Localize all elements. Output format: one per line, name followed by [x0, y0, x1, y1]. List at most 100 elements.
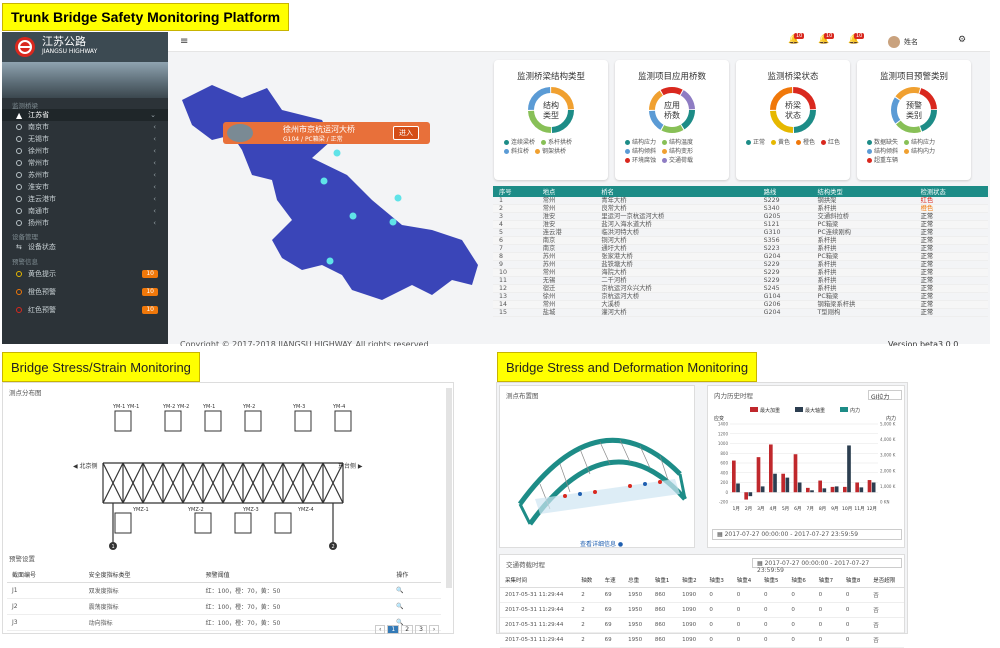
- table-row[interactable]: 6 南京 铜河大桥 S356 系杆拱 正常: [493, 236, 988, 246]
- sidebar-item-city[interactable]: 常州市 ‹: [2, 157, 168, 169]
- table-row[interactable]: 13 徐州 京杭运河大桥 G104 PC箱梁 正常: [493, 292, 988, 302]
- table-cell: 0: [840, 602, 869, 618]
- sidebar-item-city[interactable]: 苏州市 ‹: [2, 169, 168, 181]
- section-box[interactable]: [114, 512, 132, 534]
- stat-card[interactable]: 监测项目应用桥数 应用 桥数 结构应力 结构温度 结构倾斜 结构变形 环境腐蚀 交通荷载: [615, 60, 729, 180]
- search-icon[interactable]: 🔍: [391, 614, 441, 631]
- column-header[interactable]: 地点: [536, 186, 596, 197]
- column-header[interactable]: 检测状态: [914, 186, 988, 197]
- bell-icon[interactable]: 🔔 10: [788, 33, 805, 45]
- steering-logo-icon: [15, 37, 35, 57]
- sidebar-item-alarm[interactable]: 橙色预警 10: [2, 283, 168, 301]
- stat-card[interactable]: 监测项目预警类别 预警 类别 数据缺失 结构应力 结构倾斜 结构内力 超重车辆: [857, 60, 971, 180]
- detail-link[interactable]: 查看详细信息 ●: [580, 541, 624, 548]
- column-header[interactable]: 结构类型: [811, 186, 915, 197]
- column-header[interactable]: 桥名: [595, 186, 758, 197]
- section-box[interactable]: [234, 512, 252, 534]
- bell-icon[interactable]: 🔔 10: [818, 33, 835, 45]
- warning-settings: 预警设置 截面编号 安全度指标类型 预警阈值 操作 J1 双发度指标 红：100，橙：70…: [7, 549, 441, 631]
- bar: [748, 492, 753, 497]
- table-row[interactable]: 8 苏州 张家港大桥 G204 PC箱梁 正常: [493, 252, 988, 262]
- section-box[interactable]: [164, 410, 182, 432]
- table-row[interactable]: 5 连云港 临洪河特大桥 G310 PC连续刚构 正常: [493, 228, 988, 238]
- page-button[interactable]: ‹: [375, 625, 386, 634]
- monitor-point[interactable]: [333, 149, 341, 157]
- date-range-input[interactable]: ▦ 2017-07-27 00:00:00 - 2017-07-27 23:59…: [712, 529, 902, 540]
- monitor-point[interactable]: [394, 194, 402, 202]
- sidebar-item-city[interactable]: 南京市 ‹: [2, 121, 168, 133]
- jiangsu-map[interactable]: [172, 80, 488, 310]
- bar: [822, 488, 827, 493]
- table-row[interactable]: 15 盐城 灌河大桥 G204 T型刚构 正常: [493, 308, 988, 318]
- page-button[interactable]: 3: [415, 625, 427, 634]
- legend-dot: [662, 140, 668, 145]
- sidebar-item-alarm[interactable]: 红色预警 10: [2, 301, 168, 319]
- enter-button[interactable]: 进入: [393, 126, 419, 140]
- table-row[interactable]: 4 淮安 盐河入海水道大桥 S121 PC箱梁 正常: [493, 220, 988, 230]
- sidebar-item-city[interactable]: 无锡市 ‹: [2, 133, 168, 145]
- monitor-point[interactable]: [349, 212, 357, 220]
- page-button[interactable]: 2: [401, 625, 414, 634]
- sidebar-item-city[interactable]: 扬州市 ‹: [2, 217, 168, 229]
- table-row[interactable]: 9 苏州 盐铁塘大桥 S229 系杆拱 正常: [493, 260, 988, 270]
- section-box[interactable]: [114, 410, 132, 432]
- province-shape[interactable]: [182, 85, 478, 300]
- deform-panel: 测点布置图 查看详细信息 ● 内力历史时程 GI拉力 最大加重 最大轴重 内力 应变内…: [496, 382, 908, 648]
- bell-icon[interactable]: 🔔 10: [848, 33, 865, 45]
- table-row[interactable]: 12 宿迁 京杭运河众兴大桥 S245 系杆拱 正常: [493, 284, 988, 294]
- user-menu[interactable]: 姓名: [888, 36, 918, 48]
- sidebar-item-city[interactable]: 连云港市 ‹: [2, 193, 168, 205]
- sidebar-item-device-status[interactable]: ⇆ 设备状态: [2, 240, 168, 254]
- monitor-point[interactable]: [320, 177, 328, 185]
- sidebar-section-device: 设备管理: [12, 233, 38, 241]
- section-box[interactable]: [334, 410, 352, 432]
- sensor-label: YMZ-1: [132, 507, 149, 513]
- table-row[interactable]: 1 常州 青年大桥 S229 钢拱架 红色: [493, 197, 988, 206]
- sidebar-item-city[interactable]: 淮安市 ‹: [2, 181, 168, 193]
- bar: [756, 457, 761, 493]
- section-box[interactable]: [244, 410, 262, 432]
- table-row[interactable]: 7 南京 通圩大桥 S223 系杆拱 正常: [493, 244, 988, 254]
- table-row[interactable]: 2 常州 良常大桥 S340 系杆拱 橙色: [493, 204, 988, 214]
- table-cell: S340: [757, 204, 812, 214]
- sidebar-item-city[interactable]: 徐州市 ‹: [2, 145, 168, 157]
- hamburger-icon[interactable]: ≡: [180, 36, 189, 47]
- section-box[interactable]: [274, 512, 292, 534]
- page-button[interactable]: 1: [387, 625, 400, 634]
- table-cell: 正常: [914, 212, 988, 222]
- donut-center-line2: 桥数: [664, 110, 680, 120]
- page-button[interactable]: ›: [428, 625, 440, 634]
- sidebar-item-province[interactable]: ▲ 江苏省 ⌄: [2, 109, 168, 121]
- table-cell: 860: [649, 602, 678, 618]
- card-legend: 结构应力 结构温度 结构倾斜 结构变形 环境腐蚀 交通荷载: [625, 138, 723, 165]
- section-box[interactable]: [294, 410, 312, 432]
- bridge-popup[interactable]: 徐州市京杭运河大桥 G104 / PC箱梁 / 正常 进入: [223, 122, 430, 144]
- legend-dot: [821, 140, 827, 145]
- table-cell: S245: [757, 284, 812, 294]
- section-box[interactable]: [204, 410, 222, 432]
- monitor-point[interactable]: [389, 218, 397, 226]
- stat-card[interactable]: 监测桥梁状态 桥梁 状态 正常 黄色 橙色 红色: [736, 60, 850, 180]
- table-row[interactable]: 11 无锡 二千河桥 S229 系杆拱 正常: [493, 276, 988, 286]
- search-icon[interactable]: 🔍: [391, 582, 441, 599]
- sidebar-item-alarm[interactable]: 黄色提示 10: [2, 265, 168, 283]
- metric-select[interactable]: GI拉力: [868, 390, 902, 401]
- warn-title: 预警设置: [9, 555, 35, 563]
- gear-icon[interactable]: ⚙: [958, 35, 967, 45]
- column-header[interactable]: 路线: [757, 186, 812, 197]
- sidebar-item-label: 南通市: [28, 207, 49, 215]
- legend-dot: [867, 158, 872, 163]
- monitor-point[interactable]: [326, 257, 334, 265]
- column-header[interactable]: 序号: [493, 186, 537, 197]
- table-row[interactable]: 14 常州 大溪桥 G206 钢箱梁系杆拱 正常: [493, 300, 988, 310]
- stat-card[interactable]: 监测桥梁结构类型 结构 类型 连续梁桥 系杆拱桥 斜拉桥 钢架拱桥: [494, 60, 608, 180]
- table-cell: 0: [704, 617, 732, 633]
- table-row[interactable]: 10 常州 海院大桥 S229 系杆拱 正常: [493, 268, 988, 278]
- traffic-date-input[interactable]: ▦ 2017-07-27 00:00:00 - 2017-07-27 23:59…: [752, 558, 902, 574]
- section-box[interactable]: [194, 512, 212, 534]
- table-row[interactable]: 3 淮安 里运河一京杭运河大桥 G205 交通斜拉桥 正常: [493, 212, 988, 222]
- scrollbar[interactable]: [446, 388, 452, 588]
- donut-center-line1: 预警: [906, 100, 922, 110]
- search-icon[interactable]: 🔍: [391, 598, 441, 615]
- sidebar-item-city[interactable]: 南通市 ‹: [2, 205, 168, 217]
